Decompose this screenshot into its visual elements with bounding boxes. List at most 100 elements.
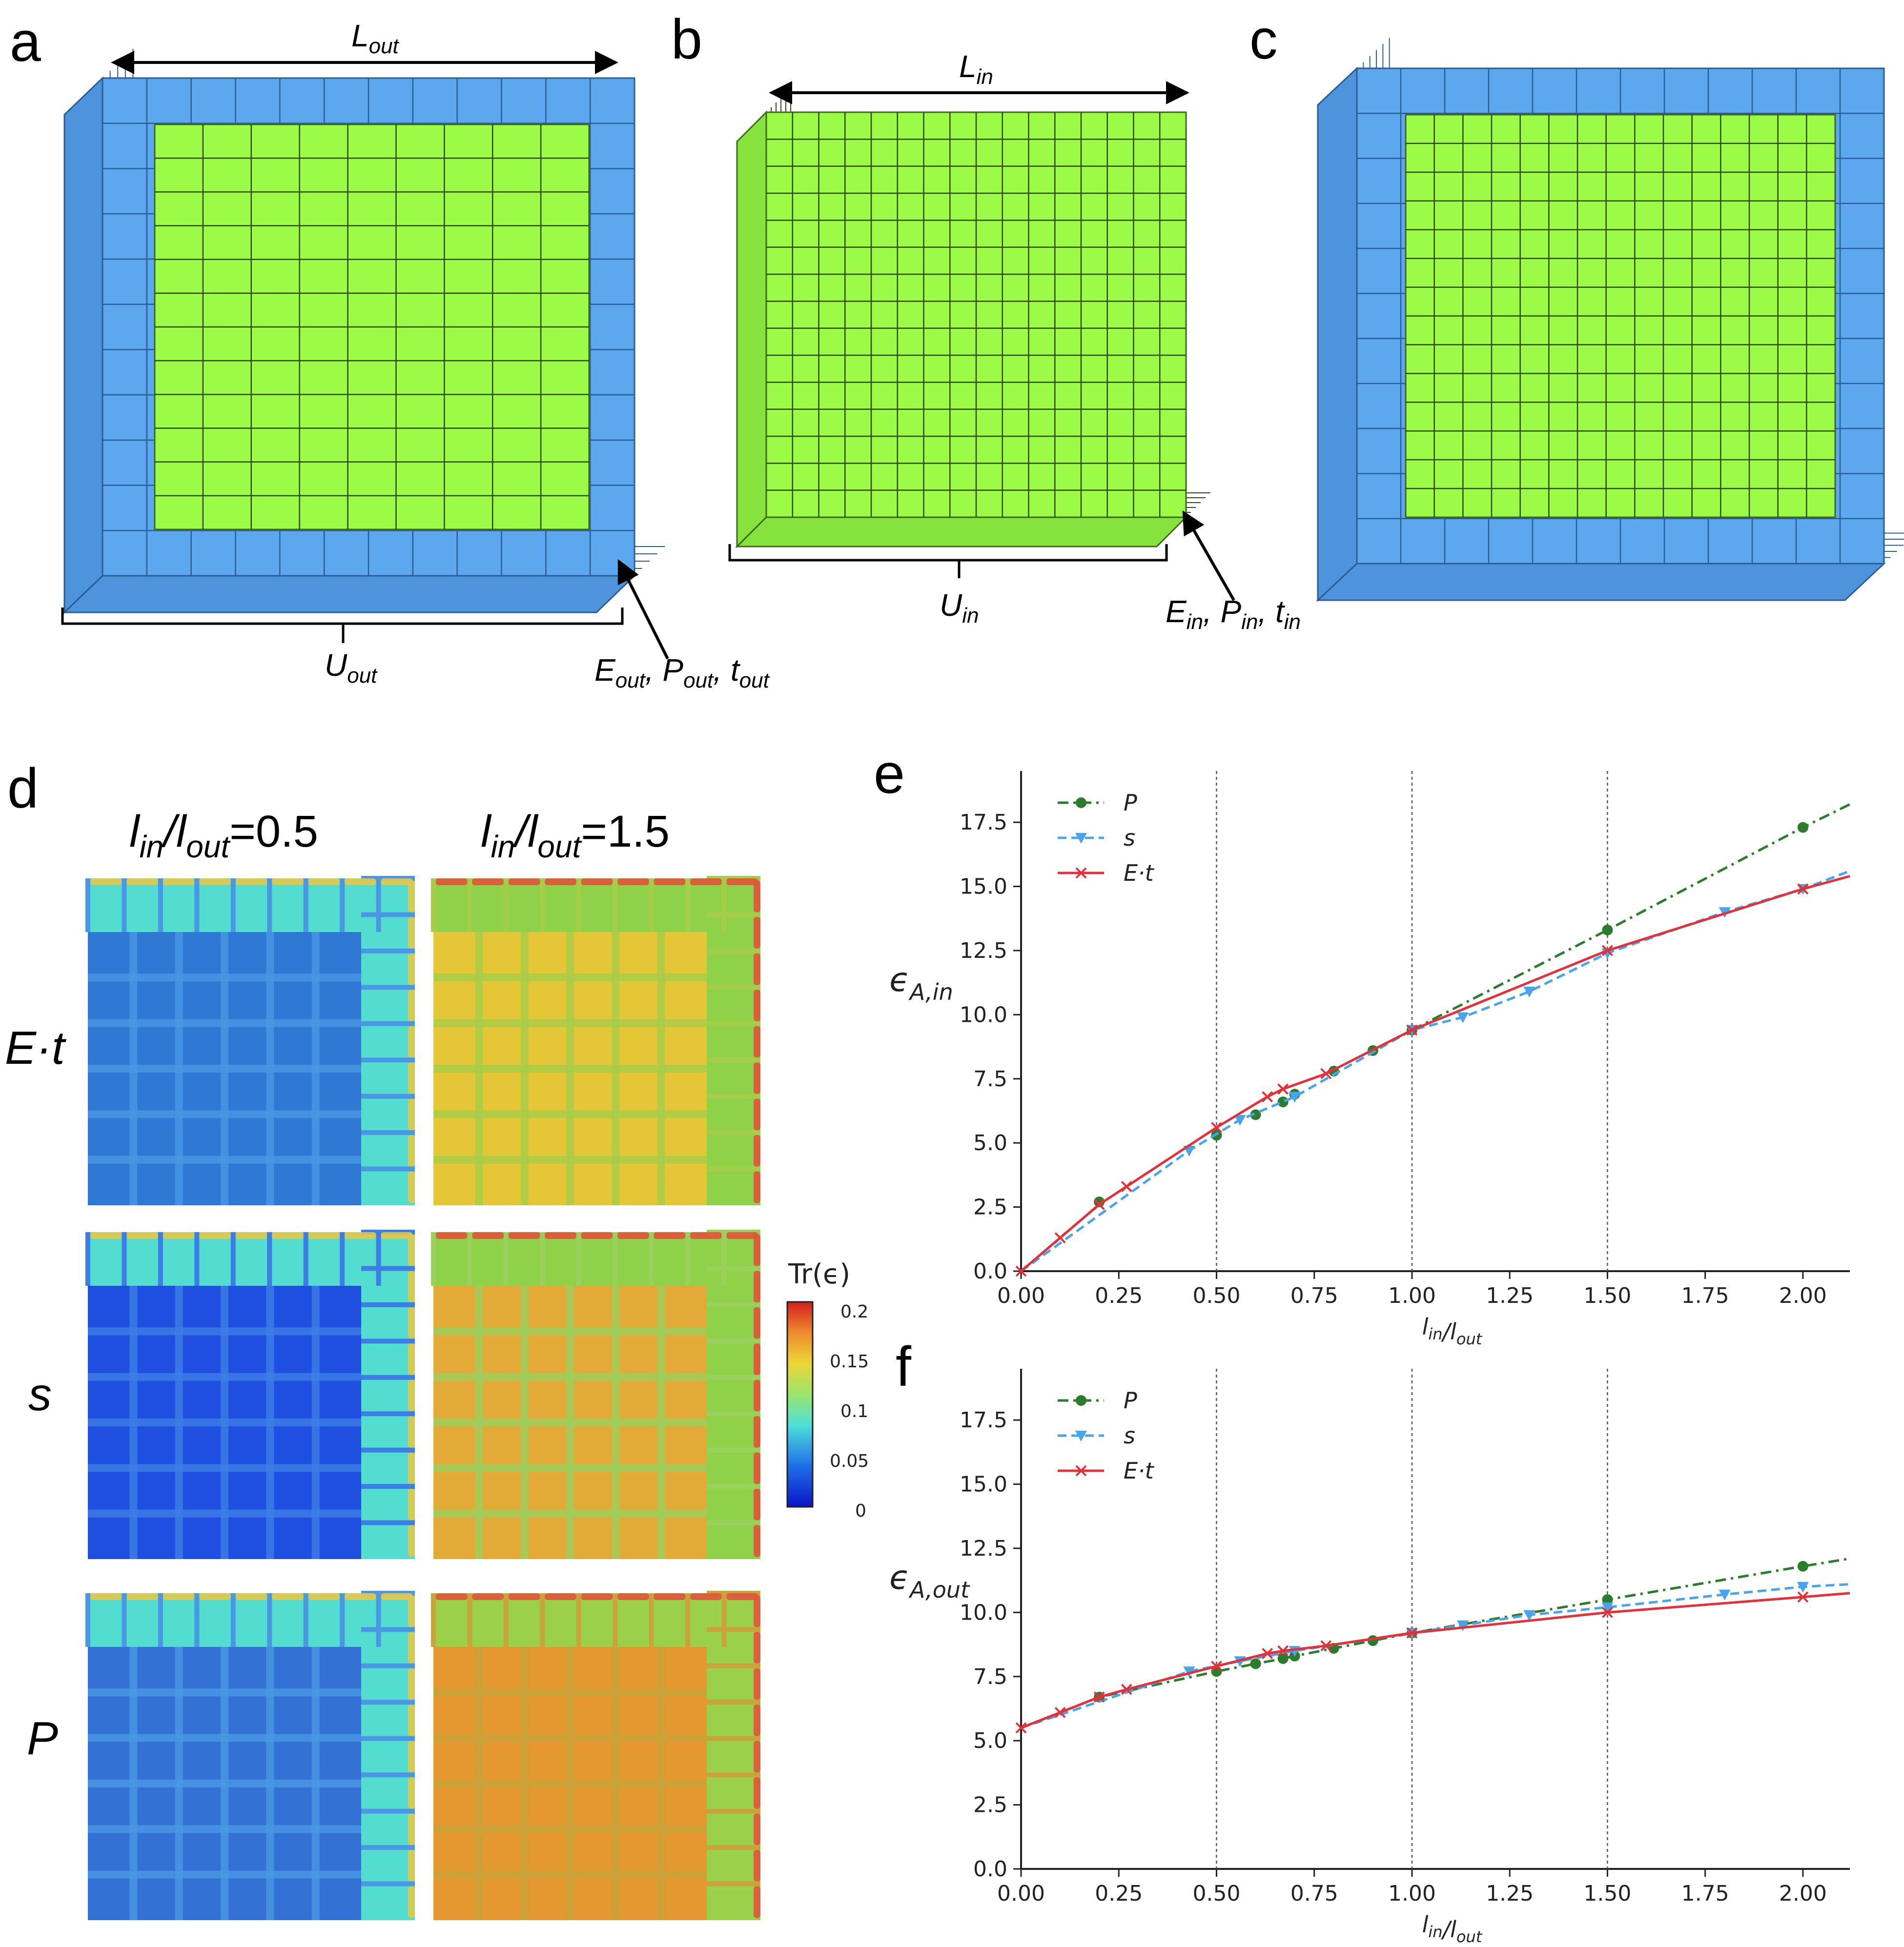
rim-bulge xyxy=(754,1171,760,1203)
data-point-et xyxy=(1277,1645,1289,1657)
rim-bulge xyxy=(754,1135,760,1167)
rim-bulge xyxy=(754,1631,760,1664)
strain-maps xyxy=(85,876,760,1920)
mesh-rib xyxy=(433,1870,707,1879)
length-label: Lout xyxy=(351,18,400,58)
legend-marker xyxy=(1076,1395,1086,1406)
x-tick-label: 1.75 xyxy=(1681,1283,1729,1308)
data-point-et xyxy=(1602,945,1613,956)
rim-bulge xyxy=(754,1886,760,1918)
x-tick-label: 2.00 xyxy=(1779,1881,1827,1906)
mesh-rib xyxy=(433,1825,707,1833)
edge-bracket xyxy=(61,608,624,643)
map-p-low xyxy=(85,1591,415,1920)
chart-f: 0.00 0.25 0.50 0.75 1.00 1.25 1.50 1.75 2.00 0.0 2… xyxy=(889,1369,1850,1946)
rim-bulge xyxy=(471,1232,504,1239)
panel-letter-b: b xyxy=(671,8,702,71)
data-point-et xyxy=(1797,1591,1809,1603)
rim-bulge xyxy=(754,916,760,949)
data-point-et xyxy=(1211,1661,1222,1672)
mesh-rib xyxy=(88,1780,361,1787)
rim-bulge xyxy=(408,916,415,949)
rim-bulge xyxy=(471,1593,504,1600)
mesh-rib xyxy=(88,1870,361,1879)
legend-marker xyxy=(1075,867,1087,879)
legend-label: E·t xyxy=(1124,1458,1155,1484)
edge-label: Uout xyxy=(325,648,378,688)
rim-bulge xyxy=(754,1704,760,1737)
x-tick-label: 0.25 xyxy=(1095,1283,1143,1308)
panel-letter-a: a xyxy=(10,11,41,73)
colorbar-tick: 0.15 xyxy=(830,1352,869,1372)
rim-bulge xyxy=(508,1593,541,1600)
edge-bracket xyxy=(728,544,1168,578)
length-label: Lin xyxy=(959,49,993,89)
rim-bulge xyxy=(199,1593,231,1600)
y-axis-label: ϵA,in xyxy=(889,961,953,1005)
map-s-low xyxy=(85,1230,415,1559)
data-point-s xyxy=(1601,1602,1614,1613)
property-label: Eout, Pout, tout xyxy=(594,652,770,692)
mesh-rib xyxy=(433,1156,707,1164)
rim-bulge xyxy=(408,1306,415,1339)
data-point-et xyxy=(1797,883,1809,895)
mesh-rib xyxy=(266,932,274,1205)
rim-bulge xyxy=(235,878,268,885)
rim-bulge xyxy=(408,1631,415,1664)
inner-core-grid xyxy=(155,124,589,529)
mesh-rib xyxy=(88,1110,361,1118)
rim-bulge xyxy=(754,1062,760,1095)
rim-bulge xyxy=(617,1232,650,1239)
data-point-s xyxy=(1457,1620,1469,1631)
inner-core-grid xyxy=(1406,115,1835,517)
data-point-et xyxy=(1406,1024,1418,1036)
legend-label: P xyxy=(1124,1387,1137,1414)
data-point-p xyxy=(1602,1594,1613,1605)
rim-bulge xyxy=(653,878,686,885)
rim-bulge xyxy=(90,1232,123,1239)
data-point-s xyxy=(1183,1666,1195,1678)
x-tick-label: 1.50 xyxy=(1583,1881,1631,1906)
rim-bulge xyxy=(690,1593,722,1600)
panel-letter-d: d xyxy=(7,757,39,820)
rim-bulge xyxy=(408,1062,415,1095)
rim-bulge xyxy=(754,1524,760,1557)
x-axis-label: lin/lout xyxy=(1422,1314,1483,1348)
rim-bulge xyxy=(754,1667,760,1701)
data-point-s xyxy=(1523,1610,1535,1621)
rim-bulge xyxy=(754,989,760,1022)
property-label: Ein, Pin, tin xyxy=(1166,594,1301,634)
rim-bulge xyxy=(271,878,304,885)
rim-bulge xyxy=(754,1740,760,1773)
rim-bulge xyxy=(271,1232,304,1239)
rim-bulge xyxy=(408,1488,415,1521)
rim-bulge xyxy=(544,878,577,885)
rim-bulge xyxy=(408,1379,415,1412)
colorbar xyxy=(786,1301,814,1508)
x-tick-label: 2.00 xyxy=(1779,1283,1827,1308)
mesh-rib xyxy=(612,1286,620,1559)
rim-bulge xyxy=(90,878,123,885)
y-tick-label: 12.5 xyxy=(960,938,1007,963)
data-point-et xyxy=(1320,1068,1332,1079)
rim-bulge xyxy=(617,1593,650,1600)
y-tick-label: 2.5 xyxy=(973,1195,1007,1220)
panel-b: b Lin Uin Ein, Pin, tin xyxy=(671,8,1301,634)
legend-label: P xyxy=(1124,790,1137,816)
y-tick-label: 0.0 xyxy=(973,1857,1007,1882)
data-point-p xyxy=(1797,822,1808,833)
row-label-p: P xyxy=(27,1712,58,1764)
x-tick-label: 1.00 xyxy=(1388,1283,1436,1308)
mesh-rib xyxy=(657,1647,665,1920)
y-axis-label: ϵA,out xyxy=(889,1559,970,1603)
map-p-high xyxy=(431,1591,760,1920)
rim-bulge xyxy=(690,1232,722,1239)
mesh-rib xyxy=(657,932,665,1205)
rim-bulge xyxy=(617,878,650,885)
x-tick-label: 1.00 xyxy=(1388,1881,1436,1906)
x-tick-label: 0.50 xyxy=(1192,1283,1240,1308)
colorbar-tick: 0.1 xyxy=(840,1401,868,1421)
rim-bulge xyxy=(726,1232,758,1239)
box-left-face xyxy=(63,76,103,614)
box-left-face xyxy=(1317,66,1358,602)
